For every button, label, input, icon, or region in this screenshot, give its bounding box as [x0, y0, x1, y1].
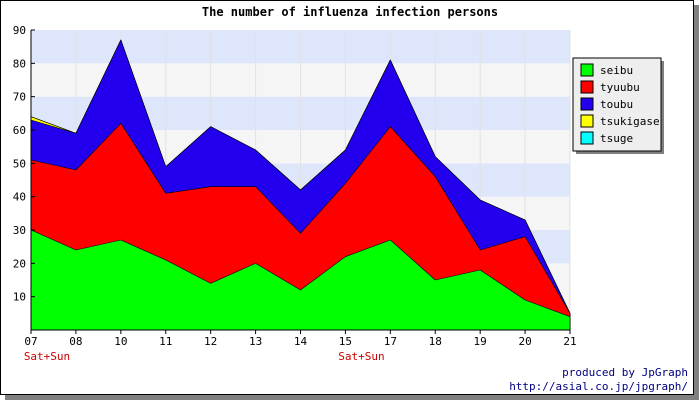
- x-tick-label-10: 10: [114, 335, 127, 348]
- y-tick-label-70: 70: [13, 91, 26, 104]
- y-tick-label-80: 80: [13, 57, 26, 70]
- y-tick-label-10: 10: [13, 291, 26, 304]
- area-series-seibu: [30, 229, 571, 331]
- weekend-label-15: Sat+Sun: [338, 350, 384, 363]
- legend-swatch-tsuge: [580, 131, 594, 145]
- x-tick-label-21: 21: [563, 335, 576, 348]
- y-tick-label-60: 60: [13, 124, 26, 137]
- x-tick-label-15: 15: [339, 335, 352, 348]
- y-tick-label-40: 40: [13, 191, 26, 204]
- credit-line-1: produced by JpGraph: [562, 366, 688, 379]
- chart-title: The number of influenza infection person…: [202, 5, 498, 19]
- legend-swatch-tyuubu: [580, 80, 594, 94]
- weekend-label-07: Sat+Sun: [24, 350, 70, 363]
- legend-label-seibu: seibu: [600, 64, 633, 77]
- x-tick-label-18: 18: [429, 335, 442, 348]
- x-tick-label-07: 07: [24, 335, 37, 348]
- legend-swatch-tsukigase: [580, 114, 594, 128]
- y-tick-label-90: 90: [13, 24, 26, 37]
- x-tick-label-12: 12: [204, 335, 217, 348]
- legend-swatch-seibu: [580, 63, 594, 77]
- legend-label-tyuubu: tyuubu: [600, 81, 640, 94]
- x-tick-label-17: 17: [384, 335, 397, 348]
- legend-label-tsuge: tsuge: [600, 132, 633, 145]
- x-tick-label-13: 13: [249, 335, 262, 348]
- legend-swatch-toubu: [580, 97, 594, 111]
- x-tick-label-08: 08: [69, 335, 82, 348]
- x-tick-label-11: 11: [159, 335, 172, 348]
- legend-label-toubu: toubu: [600, 98, 633, 111]
- legend-label-tsukigase: tsukigase: [600, 115, 660, 128]
- credit-line-2[interactable]: http://asial.co.jp/jpgraph/: [509, 380, 688, 393]
- x-tick-label-20: 20: [518, 335, 531, 348]
- x-tick-label-19: 19: [474, 335, 487, 348]
- y-tick-label-30: 30: [13, 224, 26, 237]
- x-tick-label-14: 14: [294, 335, 308, 348]
- y-tick-label-50: 50: [13, 157, 26, 170]
- y-tick-label-20: 20: [13, 257, 26, 270]
